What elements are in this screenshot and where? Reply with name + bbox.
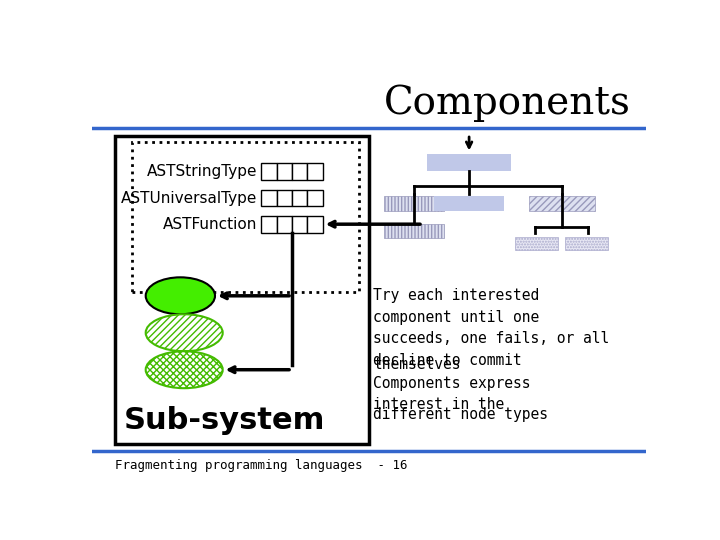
Bar	[384, 224, 444, 238]
Bar	[276, 215, 292, 233]
Text: ASTFunction: ASTFunction	[163, 217, 257, 232]
Bar	[261, 164, 276, 180]
Bar	[307, 190, 323, 206]
Text: Try each interested
component until one
succeeds, one fails, or all
decline to c: Try each interested component until one …	[373, 288, 609, 368]
Bar	[261, 215, 276, 233]
Ellipse shape	[145, 351, 222, 388]
Bar	[276, 190, 292, 206]
Bar	[565, 237, 608, 249]
Bar	[261, 190, 276, 206]
Bar	[292, 164, 307, 180]
Text: themselves: themselves	[373, 357, 460, 373]
Ellipse shape	[145, 314, 222, 351]
Bar	[115, 136, 369, 444]
Bar	[434, 195, 504, 211]
Text: Components express
interest in the: Components express interest in the	[373, 376, 531, 413]
Text: Components: Components	[384, 85, 631, 122]
Text: Fragmenting programming languages  - 16: Fragmenting programming languages - 16	[115, 458, 408, 472]
Bar	[132, 142, 359, 292]
Text: ASTUniversalType: ASTUniversalType	[121, 191, 257, 206]
Text: Sub-system: Sub-system	[124, 406, 325, 435]
Bar	[427, 154, 511, 171]
Text: ASTStringType: ASTStringType	[147, 164, 257, 179]
Bar	[276, 164, 292, 180]
Bar	[292, 215, 307, 233]
Bar	[307, 215, 323, 233]
Bar	[292, 190, 307, 206]
Bar	[516, 237, 558, 249]
Bar	[307, 164, 323, 180]
Ellipse shape	[145, 278, 215, 314]
Bar	[529, 195, 595, 211]
Text: different node types: different node types	[373, 408, 548, 422]
Bar	[384, 195, 444, 211]
